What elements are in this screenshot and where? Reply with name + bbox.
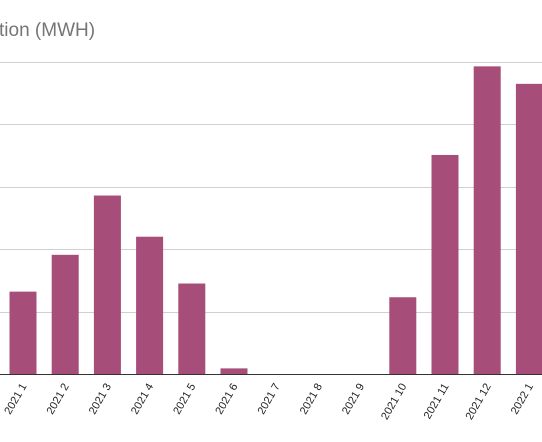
x-tick-label: 2021 2 <box>45 382 72 417</box>
bar <box>51 254 79 374</box>
x-tick-label: 2021 6 <box>213 382 240 417</box>
bar <box>178 283 206 374</box>
bar <box>136 236 164 374</box>
bar <box>9 291 37 374</box>
bar <box>515 83 542 374</box>
bar <box>220 368 248 374</box>
x-tick-label: 2021 1 <box>2 382 29 417</box>
chart-title: tion (MWH) <box>0 20 96 41</box>
bar <box>473 66 501 375</box>
x-tick-label: 2021 11 <box>422 382 452 422</box>
x-tick-label: 2021 10 <box>379 382 409 422</box>
bar <box>431 154 459 374</box>
bar <box>389 297 417 374</box>
x-tick-label: 2021 9 <box>340 382 367 417</box>
x-tick-label: 2021 7 <box>256 382 283 417</box>
x-tick-label: 2021 8 <box>298 382 325 417</box>
x-tick-label: 2021 3 <box>87 382 114 417</box>
x-tick-label: 2021 5 <box>171 382 198 417</box>
x-tick-label: 2022 1 <box>509 382 536 417</box>
x-tick-label: 2021 12 <box>464 382 494 422</box>
bar <box>93 195 121 374</box>
x-tick-label: 2021 4 <box>129 382 156 417</box>
